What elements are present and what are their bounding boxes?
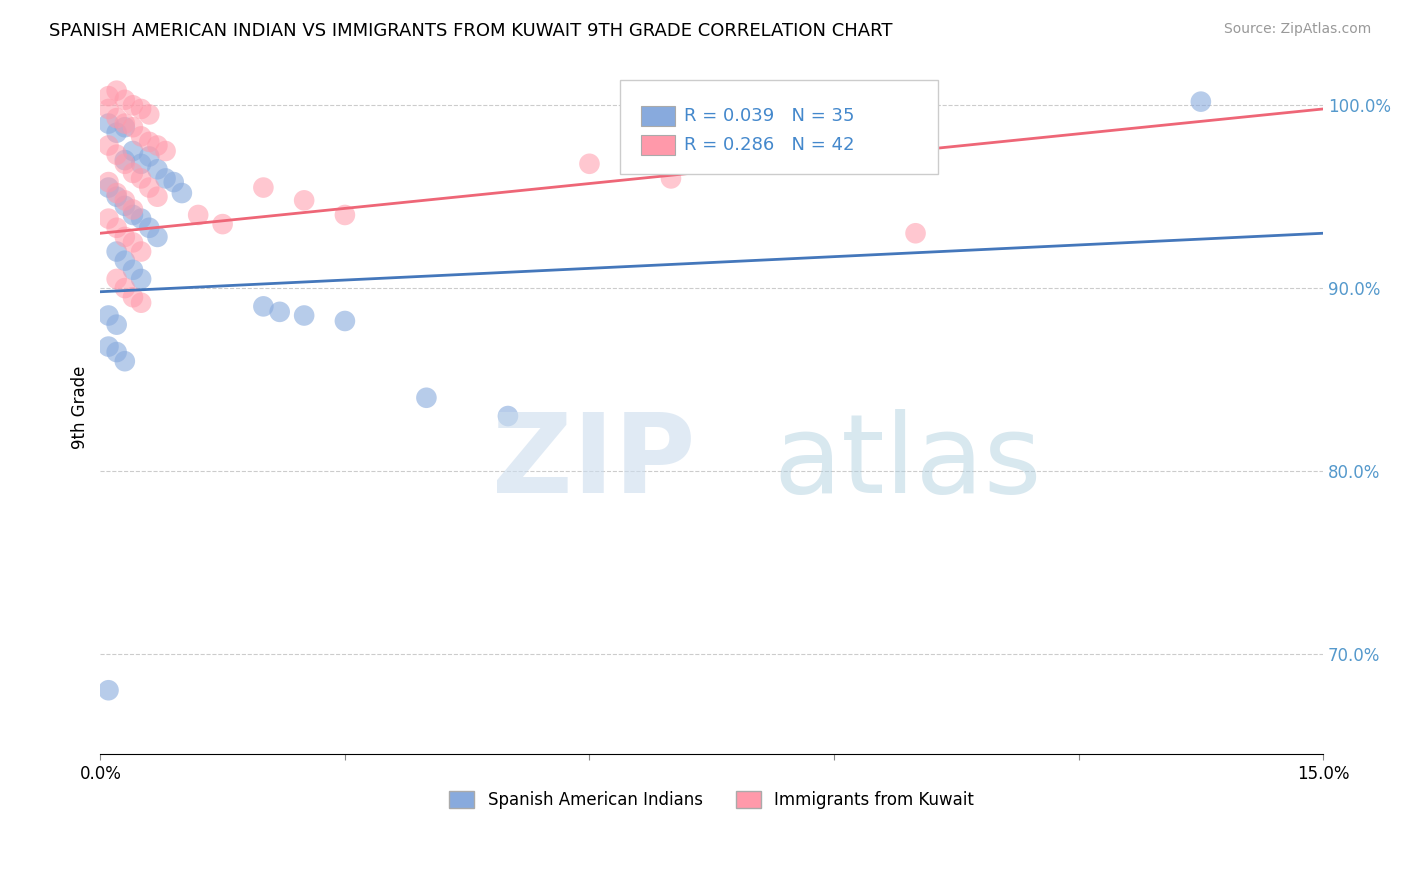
Point: [122, 120, 145, 135]
Point: [129, 272, 152, 286]
Bar: [641, 106, 675, 126]
Point: [146, 190, 169, 204]
Point: [496, 409, 519, 423]
Point: [122, 166, 145, 180]
Point: [129, 171, 152, 186]
Point: [105, 345, 128, 359]
Point: [122, 235, 145, 250]
Point: [155, 171, 177, 186]
Point: [252, 299, 274, 313]
Point: [138, 135, 160, 149]
Point: [97, 309, 120, 323]
Point: [114, 117, 136, 131]
Point: [114, 120, 136, 135]
Text: Source: ZipAtlas.com: Source: ZipAtlas.com: [1223, 22, 1371, 37]
Point: [97, 340, 120, 354]
Point: [129, 157, 152, 171]
Text: R = 0.039   N = 35: R = 0.039 N = 35: [683, 107, 853, 125]
Text: atlas: atlas: [773, 409, 1042, 516]
Point: [155, 144, 177, 158]
Point: [292, 194, 315, 208]
Point: [122, 202, 145, 217]
FancyBboxPatch shape: [620, 80, 938, 174]
Point: [97, 175, 120, 189]
Point: [1189, 95, 1212, 109]
Point: [114, 199, 136, 213]
Point: [415, 391, 437, 405]
Point: [105, 126, 128, 140]
Point: [105, 190, 128, 204]
Point: [146, 230, 169, 244]
Point: [129, 211, 152, 226]
Point: [105, 220, 128, 235]
Point: [138, 180, 160, 194]
Point: [105, 147, 128, 161]
Text: SPANISH AMERICAN INDIAN VS IMMIGRANTS FROM KUWAIT 9TH GRADE CORRELATION CHART: SPANISH AMERICAN INDIAN VS IMMIGRANTS FR…: [49, 22, 893, 40]
Point: [122, 98, 145, 112]
Point: [105, 111, 128, 125]
Point: [187, 208, 209, 222]
Point: [114, 93, 136, 107]
Point: [138, 220, 160, 235]
Point: [129, 295, 152, 310]
Point: [97, 89, 120, 103]
Point: [97, 117, 120, 131]
Point: [114, 354, 136, 368]
Point: [105, 272, 128, 286]
Point: [146, 138, 169, 153]
Point: [122, 208, 145, 222]
Point: [904, 226, 927, 240]
Point: [138, 107, 160, 121]
Point: [114, 157, 136, 171]
Text: R = 0.286   N = 42: R = 0.286 N = 42: [683, 136, 853, 154]
Point: [146, 162, 169, 177]
Point: [105, 318, 128, 332]
Bar: [641, 136, 675, 154]
Point: [333, 314, 356, 328]
Point: [170, 186, 193, 200]
Point: [129, 129, 152, 144]
Point: [97, 138, 120, 153]
Point: [163, 175, 186, 189]
Point: [252, 180, 274, 194]
Point: [105, 84, 128, 98]
Point: [122, 262, 145, 277]
Point: [659, 171, 682, 186]
Point: [129, 102, 152, 116]
Point: [114, 194, 136, 208]
Point: [114, 153, 136, 168]
Point: [97, 102, 120, 116]
Point: [105, 244, 128, 259]
Point: [122, 290, 145, 304]
Point: [114, 253, 136, 268]
Point: [97, 180, 120, 194]
Point: [97, 211, 120, 226]
Point: [578, 157, 600, 171]
Point: [129, 244, 152, 259]
Point: [269, 305, 291, 319]
Point: [211, 217, 233, 231]
Point: [105, 186, 128, 200]
Point: [97, 683, 120, 698]
Point: [114, 281, 136, 295]
Point: [333, 208, 356, 222]
Point: [114, 230, 136, 244]
Y-axis label: 9th Grade: 9th Grade: [72, 365, 89, 449]
Legend: Spanish American Indians, Immigrants from Kuwait: Spanish American Indians, Immigrants fro…: [443, 784, 981, 815]
Text: ZIP: ZIP: [492, 409, 695, 516]
Point: [292, 309, 315, 323]
Point: [138, 149, 160, 163]
Point: [122, 144, 145, 158]
